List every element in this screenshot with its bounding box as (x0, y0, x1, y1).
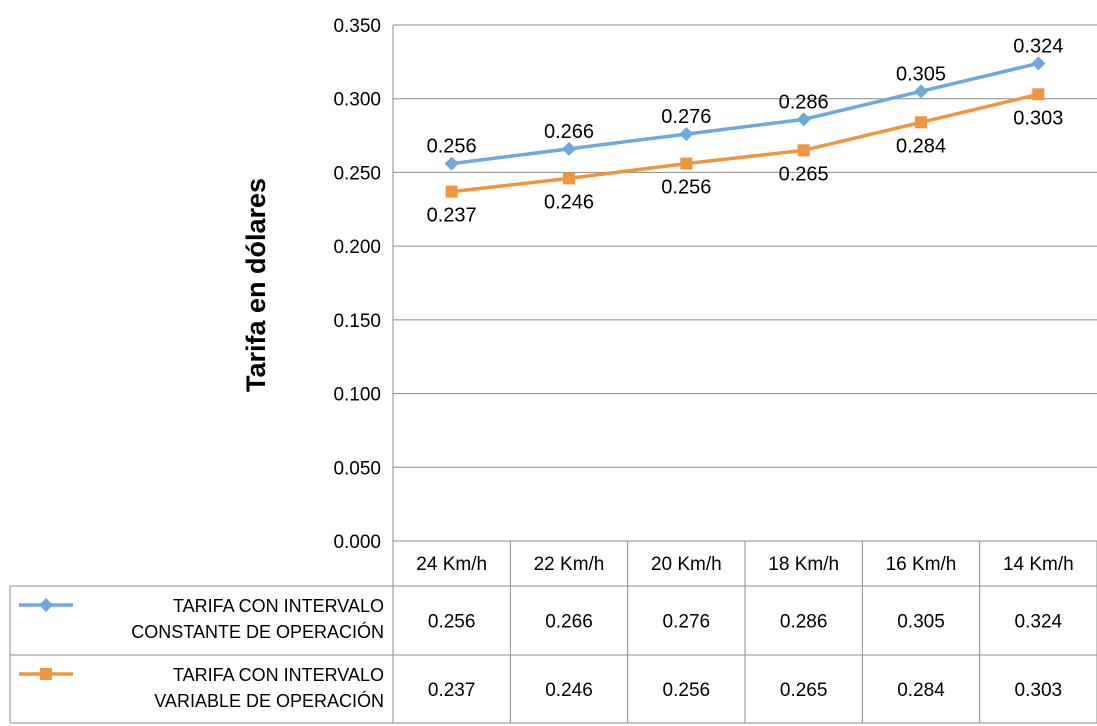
data-label: 0.266 (544, 121, 594, 143)
x-category-label: 14 Km/h (1003, 554, 1074, 575)
x-category-label: 22 Km/h (534, 554, 605, 575)
y-tick-label: 0.200 (333, 237, 381, 258)
x-category-label: 18 Km/h (768, 554, 839, 575)
data-label: 0.256 (661, 177, 711, 199)
y-tick-label: 0.300 (333, 90, 381, 111)
data-point (796, 112, 811, 127)
legend-key-marker (39, 598, 53, 612)
data-label: 0.237 (427, 205, 477, 227)
gridlines (392, 24, 1097, 542)
data-point (1031, 56, 1046, 71)
table-value-cell: 0.286 (780, 612, 828, 633)
data-label: 0.305 (896, 63, 946, 85)
data-label: 0.265 (779, 163, 829, 185)
data-label: 0.303 (1013, 107, 1063, 129)
y-tick-label: 0.050 (333, 458, 381, 479)
data-label: 0.256 (427, 136, 477, 158)
y-tick-label: 0.350 (333, 16, 381, 37)
series-layer: 0.256 0.266 0.276 0.286 0.305 0.324 0.237 0.246… (427, 35, 1064, 226)
y-tick-label: 0.000 (333, 532, 381, 553)
data-point (680, 157, 693, 170)
table-value-cell: 0.246 (545, 680, 593, 701)
table-value-cell: 0.303 (1015, 680, 1063, 701)
data-label: 0.246 (544, 191, 594, 213)
data-point (679, 127, 694, 142)
series-name: TARIFA CON INTERVALO (173, 665, 384, 685)
data-label: 0.284 (896, 135, 946, 157)
series-name: VARIABLE DE OPERACIÓN (154, 690, 384, 711)
data-label: 0.286 (779, 91, 829, 113)
x-category-label: 20 Km/h (651, 554, 722, 575)
data-point (444, 156, 459, 171)
data-point (797, 144, 810, 157)
data-point (914, 84, 928, 99)
table-value-cell: 0.284 (897, 680, 945, 701)
table-value-cell: 0.276 (663, 612, 711, 633)
table-value-cell: 0.305 (897, 612, 945, 633)
table-value-cell: 0.266 (545, 612, 593, 633)
series-name: TARIFA CON INTERVALO (173, 596, 384, 616)
data-point (563, 172, 575, 185)
y-tick-label: 0.150 (333, 311, 381, 332)
table-value-cell: 0.237 (428, 680, 476, 701)
data-label: 0.324 (1013, 35, 1063, 57)
data-point (562, 141, 576, 156)
table-value-cell: 0.265 (780, 680, 828, 701)
x-category-label: 16 Km/h (886, 554, 957, 575)
series-name: CONSTANTE DE OPERACIÓN (131, 621, 384, 642)
table-value-cell: 0.256 (428, 612, 476, 633)
y-axis-label: Tarifa en dólares (241, 178, 271, 392)
y-tick-label: 0.250 (333, 163, 381, 184)
data-point (915, 116, 927, 129)
table-value-cell: 0.324 (1015, 612, 1063, 633)
y-axis-ticks: 0.000 0.050 0.100 0.150 0.200 0.250 0.300 0.350 (333, 16, 381, 553)
y-tick-label: 0.100 (333, 385, 381, 406)
data-point (1032, 88, 1045, 101)
series-line (451, 92, 1039, 194)
data-table: 24 Km/h 22 Km/h 20 Km/h 18 Km/h 16 Km/h 14 Km… (9, 541, 1097, 724)
legend-key-marker (40, 668, 52, 680)
data-label: 0.276 (661, 106, 711, 128)
data-point (445, 185, 458, 198)
table-value-cell: 0.256 (663, 680, 711, 701)
series-line (451, 61, 1039, 166)
x-category-label: 24 Km/h (416, 554, 487, 575)
